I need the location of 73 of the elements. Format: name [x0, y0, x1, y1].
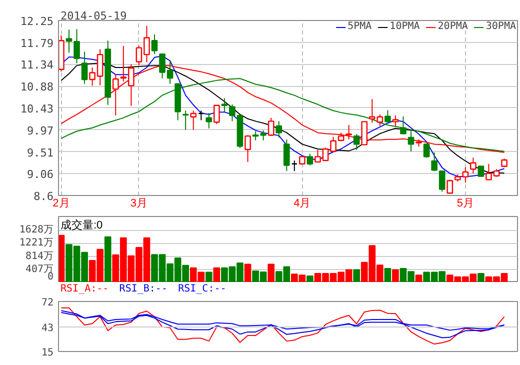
y-tick-label: 72	[41, 298, 54, 308]
y-tick-label: 15	[41, 348, 54, 358]
text: RSI_C:--	[178, 284, 226, 294]
bar	[392, 269, 399, 282]
candlestick	[346, 124, 352, 140]
series-label: RSI_A:--	[60, 284, 109, 294]
candlestick	[353, 134, 360, 150]
bar	[306, 275, 314, 282]
legend-label: 20PMA	[438, 21, 468, 32]
chart-title: 成交量:0	[60, 218, 103, 232]
x-tick-label: 2月	[52, 198, 70, 210]
candlestick	[423, 144, 430, 158]
legend-label: 10PMA	[390, 21, 420, 32]
candlestick	[400, 116, 406, 135]
candlestick	[182, 110, 189, 130]
line-series	[60, 312, 505, 338]
bar	[384, 268, 392, 282]
y-tick-label: 10.88	[20, 80, 54, 94]
bar	[268, 264, 275, 282]
text: RSI_B:--	[119, 284, 168, 294]
candlestick	[214, 104, 220, 125]
legend-label: 30PMA	[486, 21, 516, 32]
candlestick	[244, 134, 251, 162]
y-tick-label: 1221万	[19, 238, 54, 249]
bar	[213, 267, 220, 282]
line-series	[60, 307, 505, 345]
candlestick	[384, 110, 391, 122]
y-tick-label: 1628万	[19, 224, 54, 236]
candlestick	[112, 74, 119, 116]
candlestick	[306, 153, 314, 166]
candlestick	[446, 180, 454, 194]
candlestick	[206, 112, 212, 129]
candlestick	[361, 121, 368, 146]
y-tick-label: 10.43	[20, 102, 54, 116]
candlestick	[431, 152, 438, 172]
bar	[104, 236, 112, 282]
y-tick-label: 11.79	[20, 37, 54, 50]
candlestick	[291, 160, 298, 172]
line-series	[60, 78, 505, 152]
candlestick	[66, 29, 72, 54]
candlestick	[478, 166, 484, 178]
y-tick-label: 8.6	[34, 190, 54, 203]
y-tick-label: 9.06	[27, 168, 54, 181]
chart-title: 2014-05-19	[60, 10, 127, 22]
candlestick	[74, 28, 80, 64]
candlestick	[81, 51, 88, 84]
candlestick	[221, 98, 228, 112]
candlestick	[283, 138, 290, 172]
line-series	[60, 310, 505, 331]
candlestick	[392, 114, 399, 126]
bar	[244, 264, 252, 282]
y-tick-label: 9.51	[27, 146, 54, 160]
y-tick-label: 12.25	[20, 15, 54, 28]
candlestick	[198, 110, 204, 121]
bar	[205, 272, 212, 282]
x-tick-label: 4月	[294, 198, 311, 210]
bar	[58, 234, 65, 282]
candlestick	[190, 110, 197, 130]
bar	[415, 274, 422, 282]
candlestick	[151, 34, 158, 55]
y-tick-label: 9.97	[27, 124, 54, 138]
y-tick-label: 814万	[25, 250, 54, 262]
candlestick	[470, 157, 476, 174]
bar	[353, 269, 360, 282]
candlestick	[268, 117, 274, 137]
y-tick-label: 11.34	[20, 58, 54, 72]
bar	[478, 273, 484, 282]
legend-label: 5PMA	[348, 21, 372, 32]
x-tick-label: 5月	[456, 198, 474, 210]
x-tick-label: 3月	[130, 198, 148, 210]
candlestick	[276, 120, 282, 138]
candlestick	[438, 170, 446, 192]
y-tick-label: 43	[41, 322, 54, 334]
